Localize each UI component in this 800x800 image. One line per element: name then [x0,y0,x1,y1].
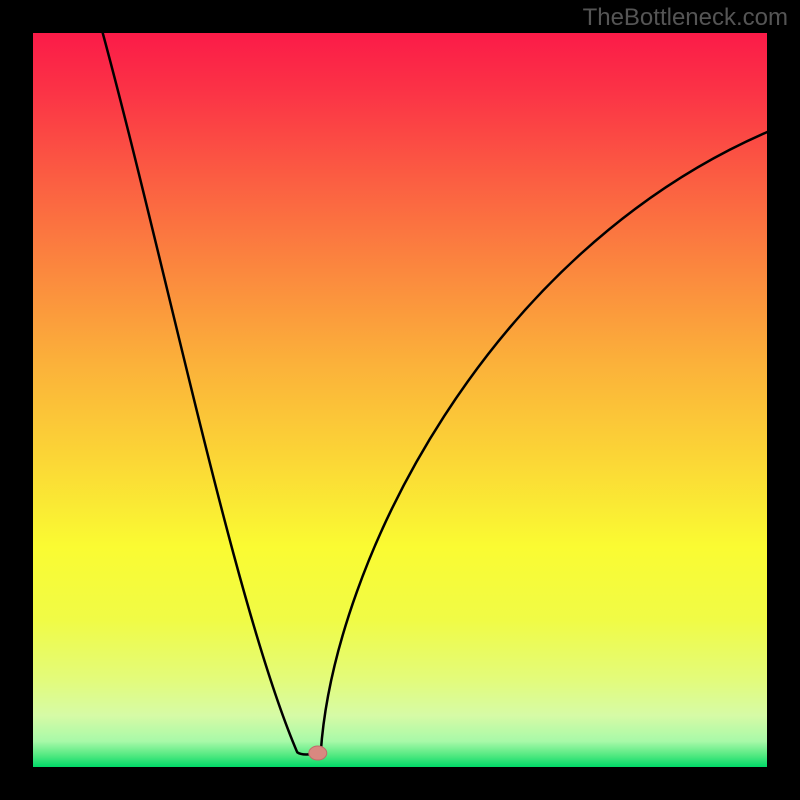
watermark-text: TheBottleneck.com [583,4,788,32]
bottleneck-curve [33,33,767,767]
plot-area [33,33,767,767]
optimum-marker [309,746,327,760]
